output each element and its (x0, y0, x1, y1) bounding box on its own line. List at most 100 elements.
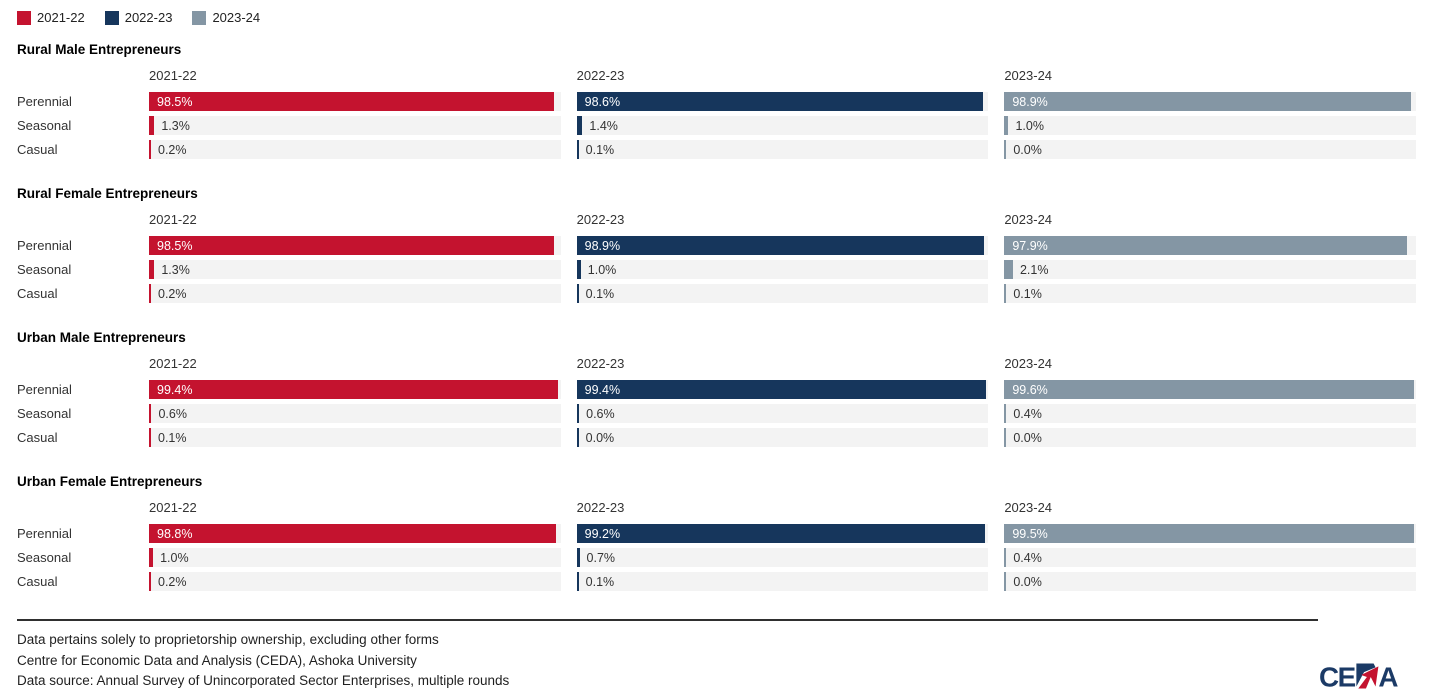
bar-value-label: 1.4% (589, 118, 618, 133)
bar-track: 2.1% (1004, 260, 1416, 279)
bar-value-label: 98.5% (157, 94, 193, 109)
column-header-2021-22: 2021-22 (149, 68, 197, 83)
row-label-seasonal: Seasonal (17, 550, 72, 565)
bar-2022-23-casual (576, 572, 579, 591)
bar-track: 0.6% (149, 404, 561, 423)
legend-item-2023-24: 2023-24 (192, 10, 260, 25)
bar-2021-22-seasonal (149, 404, 152, 423)
bar-2022-23-casual (576, 428, 579, 447)
bar-2022-23-perennial (576, 524, 986, 543)
bar-track: 99.5% (1004, 524, 1416, 543)
row-label-perennial: Perennial (17, 238, 72, 253)
bar-2022-23-seasonal (576, 260, 581, 279)
bar-2021-22-perennial (149, 92, 555, 111)
bar-2023-24-casual (1004, 284, 1007, 303)
bar-2022-23-perennial (576, 236, 984, 255)
bar-2022-23-perennial (576, 92, 983, 111)
bar-2023-24-perennial (1004, 236, 1408, 255)
bar-value-label: 0.1% (585, 574, 615, 589)
bar-value-label: 0.7% (586, 550, 616, 565)
bar-2023-24-casual (1004, 572, 1007, 591)
column-header-2022-23: 2022-23 (576, 356, 625, 371)
legend-label: 2022-23 (124, 10, 173, 25)
bar-track: 98.5% (149, 236, 561, 255)
bar-value-label: 2.1% (1019, 262, 1049, 277)
bar-2021-22-seasonal (149, 260, 155, 279)
bar-value-label: 1.0% (160, 550, 189, 565)
bar-track: 98.9% (576, 236, 989, 255)
bar-2023-24-casual (1004, 428, 1007, 447)
row-label-casual: Casual (17, 430, 58, 445)
section-grid: 2021-22 2022-23 2023-24 Perennial 99.4% 99.4%… (17, 356, 1416, 447)
section-rural-male-entrepreneurs: Rural Male Entrepreneurs 2021-22 2022-23 20… (17, 42, 1416, 159)
bar-2023-24-seasonal (1004, 404, 1007, 423)
bar-track: 0.4% (1004, 548, 1416, 567)
section-title: Rural Female Entrepreneurs (17, 186, 198, 201)
bar-value-label: 0.1% (585, 286, 615, 301)
bar-track: 98.6% (576, 92, 989, 111)
bar-2023-24-casual (1004, 140, 1007, 159)
section-urban-female-entrepreneurs: Urban Female Entrepreneurs 2021-22 2022-23… (17, 474, 1416, 591)
bar-value-label: 98.6% (584, 94, 621, 109)
bar-value-label: 99.4% (157, 382, 193, 397)
footer-note-ceda: Centre for Economic Data and Analysis (C… (17, 652, 417, 668)
legend-item-2022-23: 2022-23 (104, 10, 173, 25)
bar-2021-22-seasonal (149, 116, 155, 135)
bar-track: 98.9% (1004, 92, 1416, 111)
column-header-2022-23: 2022-23 (576, 212, 625, 227)
footer-note-source: Data source: Annual Survey of Unincorpor… (17, 673, 510, 688)
svg-text:CE: CE (1319, 661, 1356, 692)
bar-value-label: 0.0% (585, 430, 615, 445)
bar-track: 0.2% (149, 284, 561, 303)
bar-value-label: 1.3% (161, 262, 190, 277)
section-grid: 2021-22 2022-23 2023-24 Perennial 98.8% 99.2%… (17, 500, 1416, 591)
legend-swatch-icon (17, 10, 31, 25)
column-header-2022-23: 2022-23 (576, 500, 625, 515)
bar-track: 0.1% (1004, 284, 1416, 303)
bar-2021-22-perennial (149, 380, 559, 399)
bar-value-label: 0.1% (1013, 286, 1042, 301)
bar-track: 99.6% (1004, 380, 1416, 399)
legend-label: 2021-22 (37, 10, 85, 25)
row-label-seasonal: Seasonal (17, 406, 72, 421)
bar-track: 0.4% (1004, 404, 1416, 423)
bar-value-label: 0.1% (158, 430, 187, 445)
bar-value-label: 1.0% (587, 262, 617, 277)
bar-value-label: 0.2% (158, 286, 187, 301)
section-title: Rural Male Entrepreneurs (17, 42, 182, 57)
section-rural-female-entrepreneurs: Rural Female Entrepreneurs 2021-22 2022-23… (17, 186, 1416, 303)
bar-value-label: 0.1% (585, 142, 615, 157)
bar-track: 97.9% (1004, 236, 1416, 255)
bar-value-label: 0.0% (1013, 574, 1042, 589)
bar-track: 0.2% (149, 572, 561, 591)
legend-swatch-icon (104, 10, 119, 25)
column-header-2021-22: 2021-22 (149, 212, 197, 227)
bar-value-label: 0.6% (586, 406, 615, 421)
bar-value-label: 0.2% (158, 574, 187, 589)
row-label-casual: Casual (17, 574, 58, 589)
bar-2022-23-seasonal (576, 548, 580, 567)
ceda-logo-icon: CE A (1319, 661, 1400, 692)
bar-2023-24-perennial (1004, 92, 1412, 111)
bar-track: 99.4% (149, 380, 561, 399)
row-label-seasonal: Seasonal (17, 262, 72, 277)
row-label-perennial: Perennial (17, 94, 72, 109)
bar-track: 0.0% (1004, 572, 1416, 591)
svg-text:A: A (1378, 661, 1398, 692)
footer-divider (17, 619, 1318, 621)
row-label-perennial: Perennial (17, 382, 72, 397)
bar-2021-22-casual (149, 428, 151, 447)
section-urban-male-entrepreneurs: Urban Male Entrepreneurs 2021-22 2022-23 20… (17, 330, 1416, 447)
bar-value-label: 99.5% (1012, 526, 1048, 541)
bar-2022-23-casual (576, 140, 579, 159)
bar-2021-22-casual (149, 572, 151, 591)
bar-track: 1.4% (576, 116, 989, 135)
bar-track: 0.2% (149, 140, 561, 159)
section-grid: 2021-22 2022-23 2023-24 Perennial 98.5% 98.9%… (17, 212, 1416, 303)
bar-track: 0.7% (576, 548, 989, 567)
bar-value-label: 0.4% (1013, 550, 1042, 565)
bar-2023-24-perennial (1004, 524, 1414, 543)
bar-2022-23-seasonal (576, 404, 580, 423)
bar-2023-24-seasonal (1004, 260, 1013, 279)
